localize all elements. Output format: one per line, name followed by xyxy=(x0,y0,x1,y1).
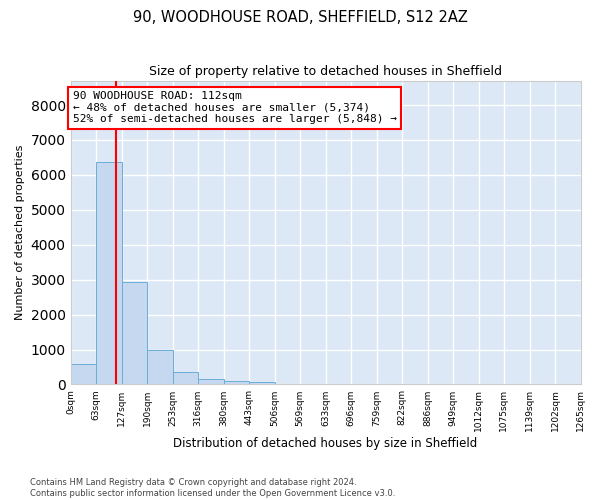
Text: Contains HM Land Registry data © Crown copyright and database right 2024.
Contai: Contains HM Land Registry data © Crown c… xyxy=(30,478,395,498)
Text: 90, WOODHOUSE ROAD, SHEFFIELD, S12 2AZ: 90, WOODHOUSE ROAD, SHEFFIELD, S12 2AZ xyxy=(133,10,467,25)
Bar xyxy=(147,350,173,384)
Title: Size of property relative to detached houses in Sheffield: Size of property relative to detached ho… xyxy=(149,65,502,78)
Bar xyxy=(96,162,122,384)
Bar xyxy=(249,382,275,384)
Text: 90 WOODHOUSE ROAD: 112sqm
← 48% of detached houses are smaller (5,374)
52% of se: 90 WOODHOUSE ROAD: 112sqm ← 48% of detac… xyxy=(73,91,397,124)
Bar xyxy=(173,372,198,384)
Bar xyxy=(71,364,96,384)
Y-axis label: Number of detached properties: Number of detached properties xyxy=(15,145,25,320)
Bar xyxy=(198,378,224,384)
Bar xyxy=(122,282,147,384)
X-axis label: Distribution of detached houses by size in Sheffield: Distribution of detached houses by size … xyxy=(173,437,478,450)
Bar xyxy=(224,381,249,384)
